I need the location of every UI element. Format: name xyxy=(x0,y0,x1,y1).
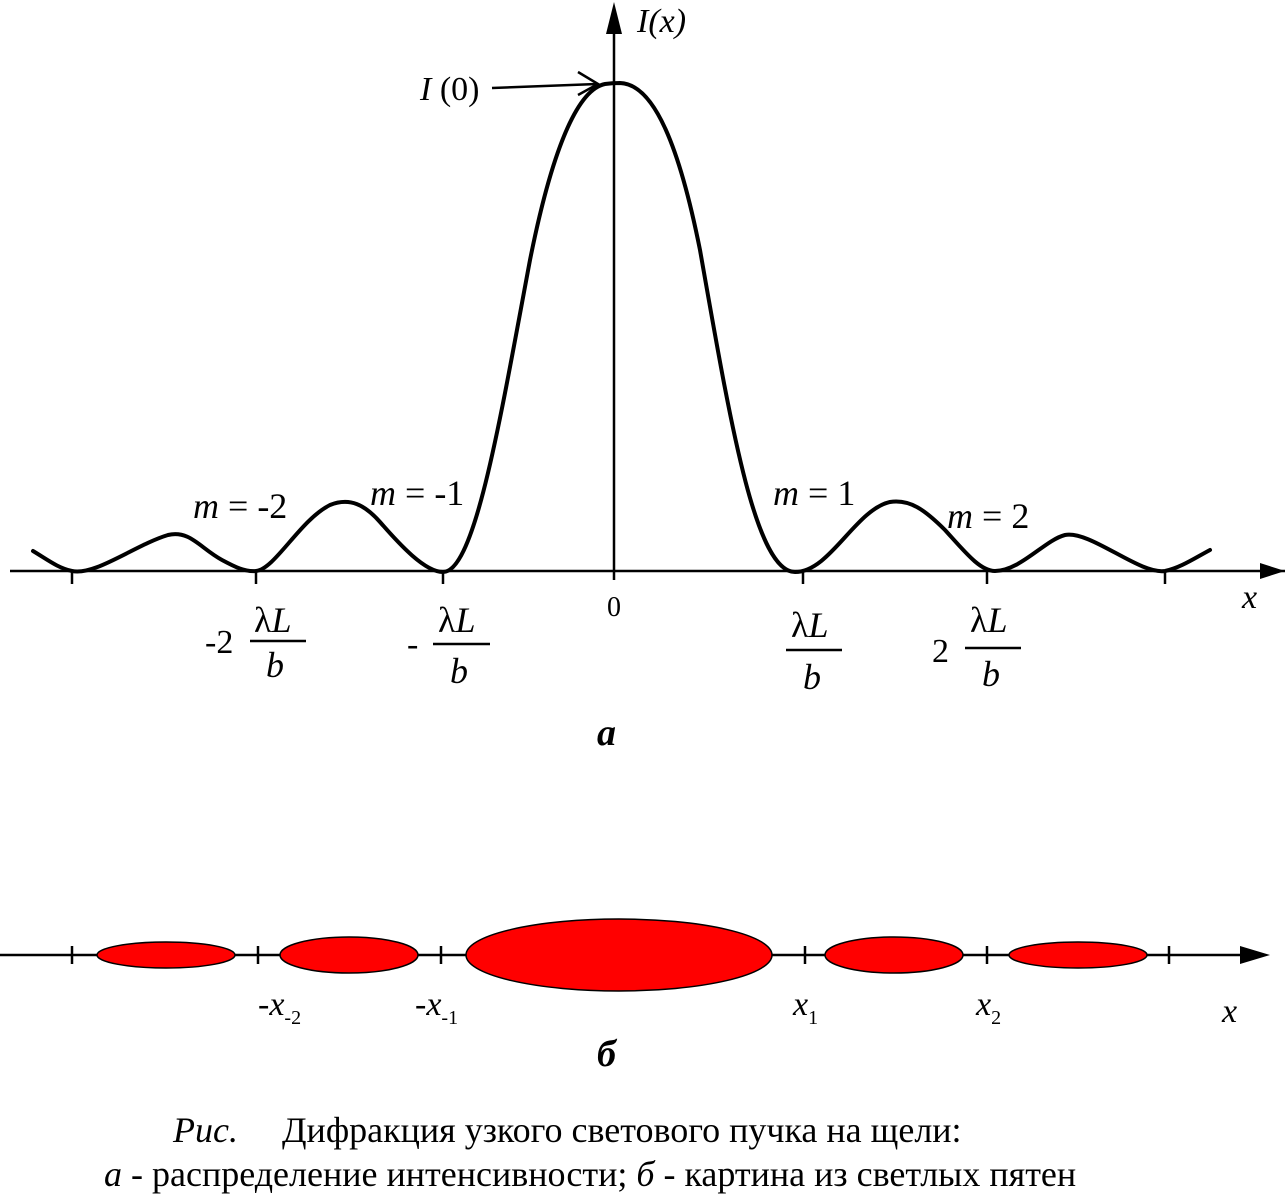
spot-plus-1 xyxy=(824,936,964,974)
intensity-curve xyxy=(31,81,1212,574)
y-axis-label: I(x) xyxy=(636,3,686,40)
tick-label-minus-1-num: λL xyxy=(438,600,476,640)
tick-label-minus-2: -2 λL b xyxy=(205,600,306,685)
intensity-graph: I (0) I(x) x 0 m = -2 m = -1 m = 1 m = 2 xyxy=(10,2,1285,754)
caption-fig-label: Рис. xyxy=(172,1110,238,1150)
tick-label-minus-1: - λL b xyxy=(407,600,490,691)
caption-line-1: Рис. Дифракция узкого светового пучка на … xyxy=(172,1110,962,1150)
tick-label-minus-2-den: b xyxy=(266,645,284,685)
caption-line-2: а - распределение интенсивности; б - кар… xyxy=(104,1154,1076,1194)
caption-title: Дифракция узкого светового пучка на щели… xyxy=(282,1110,962,1150)
minimum-label-minus-2: -x-2 xyxy=(258,986,301,1029)
minimum-label-minus-1: -x-1 xyxy=(415,986,458,1029)
peak-arrow-head xyxy=(577,70,601,97)
peak-label-italic: I xyxy=(419,71,433,108)
spot-minus-2 xyxy=(96,941,236,969)
y-axis-arrow xyxy=(606,2,622,34)
tick-label-plus-2: 2 λL b xyxy=(932,600,1021,694)
tick-label-minus-1-den: b xyxy=(450,651,468,691)
order-label-plus-2: m = 2 xyxy=(947,496,1029,536)
x-axis-a-label: x xyxy=(1241,579,1257,616)
origin-label: 0 xyxy=(607,592,621,623)
tick-label-plus-2-num: λL xyxy=(970,600,1008,640)
order-label-minus-1: m = -1 xyxy=(370,473,464,513)
spot-minus-1 xyxy=(279,936,419,974)
tick-label-plus-2-den: b xyxy=(982,654,1000,694)
peak-label-rest: (0) xyxy=(431,71,479,108)
sub-label-a: а xyxy=(597,712,616,754)
tick-label-plus-1: λL b xyxy=(786,605,842,697)
x-axis-a-arrow xyxy=(1260,563,1285,579)
order-label-minus-2: m = -2 xyxy=(193,486,287,526)
x-axis-b-arrow xyxy=(1240,946,1270,964)
order-label-plus-1: m = 1 xyxy=(773,473,855,513)
caption: Рис. Дифракция узкого светового пучка на … xyxy=(104,1110,1076,1194)
tick-label-minus-2-prefix: -2 xyxy=(205,624,233,661)
tick-labels: -2 λL b - λL b λL b 2 λL xyxy=(205,600,1021,697)
minimum-labels: -x-2 -x-1 x1 x2 xyxy=(258,986,1001,1029)
x-axis-b-ticks xyxy=(70,946,1171,964)
sub-label-b: б xyxy=(597,1033,618,1075)
minimum-label-plus-2: x2 xyxy=(975,986,1001,1029)
x-axis-b-label: x xyxy=(1221,993,1237,1030)
tick-label-plus-1-den: b xyxy=(803,657,821,697)
peak-arrow xyxy=(491,82,598,90)
minimum-label-plus-1: x1 xyxy=(792,986,818,1029)
tick-label-minus-2-num: λL xyxy=(254,600,292,640)
tick-label-plus-1-num: λL xyxy=(791,605,829,645)
spot-central xyxy=(465,918,773,992)
spots-pattern: -x-2 -x-1 x1 x2 x б xyxy=(0,918,1270,1075)
peak-label: I (0) xyxy=(419,71,479,108)
order-labels: m = -2 m = -1 m = 1 m = 2 xyxy=(193,473,1029,536)
x-axis-a-ticks xyxy=(70,571,1167,584)
tick-label-plus-2-prefix: 2 xyxy=(932,633,949,670)
tick-label-minus-1-prefix: - xyxy=(407,626,418,663)
spot-plus-2 xyxy=(1008,941,1148,969)
